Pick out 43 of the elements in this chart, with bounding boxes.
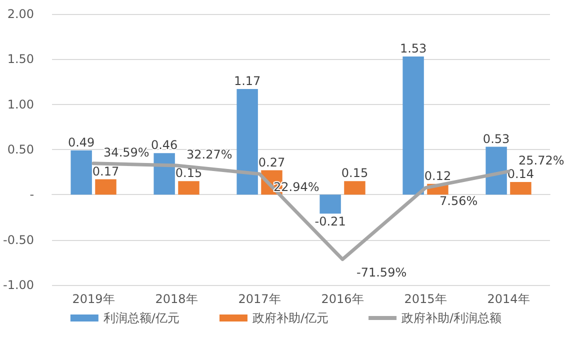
x-tick-label: 2015年: [404, 292, 447, 306]
x-tick-label: 2014年: [487, 292, 530, 306]
bar: [320, 194, 341, 214]
data-label: 0.17: [92, 164, 120, 178]
bar: [236, 88, 258, 195]
y-tick-label: -0.50: [2, 232, 34, 247]
data-label: 0.49: [68, 135, 95, 150]
x-tick-label: 2019年: [72, 292, 115, 306]
y-tick-label: -: [30, 188, 34, 202]
data-label: 0.53: [482, 132, 510, 146]
data-label: 0.46: [150, 138, 178, 152]
data-label: 0.12: [424, 168, 452, 183]
bar: [154, 153, 175, 195]
y-tick-label: 1.50: [7, 52, 34, 66]
bar: [95, 179, 116, 195]
legend-label: 政府补助/利润总额: [402, 311, 502, 325]
data-label: -71.59%: [356, 265, 407, 280]
bar: [178, 181, 200, 195]
y-tick-label: 0.50: [7, 142, 34, 156]
data-label: 1.17: [234, 74, 261, 88]
data-label: 7.56%: [440, 194, 478, 208]
data-label: 0.14: [507, 167, 534, 182]
bar: [402, 56, 424, 195]
x-tick-label: 2018年: [155, 292, 198, 306]
y-tick-label: -1.00: [2, 278, 34, 292]
data-label: 0.15: [175, 166, 202, 180]
data-label: 34.59%: [104, 145, 150, 160]
data-label: 32.27%: [186, 148, 232, 162]
x-tick-label: 2016年: [321, 292, 364, 306]
bar: [486, 146, 507, 195]
legend-label: 利润总额/亿元: [103, 311, 180, 325]
y-tick-label: 1.00: [7, 97, 34, 112]
bar: [510, 182, 532, 195]
bar: [344, 181, 366, 195]
legend-label: 政府补助/亿元: [252, 311, 329, 325]
x-tick-label: 2017年: [238, 292, 281, 306]
data-label: 1.53: [400, 41, 427, 56]
data-label: 0.15: [341, 166, 368, 180]
data-label: -0.21: [314, 214, 346, 229]
bar: [70, 150, 92, 195]
data-label: 0.27: [258, 155, 286, 170]
y-tick-label: 2.00: [7, 7, 34, 21]
data-label: 25.72%: [518, 153, 564, 168]
